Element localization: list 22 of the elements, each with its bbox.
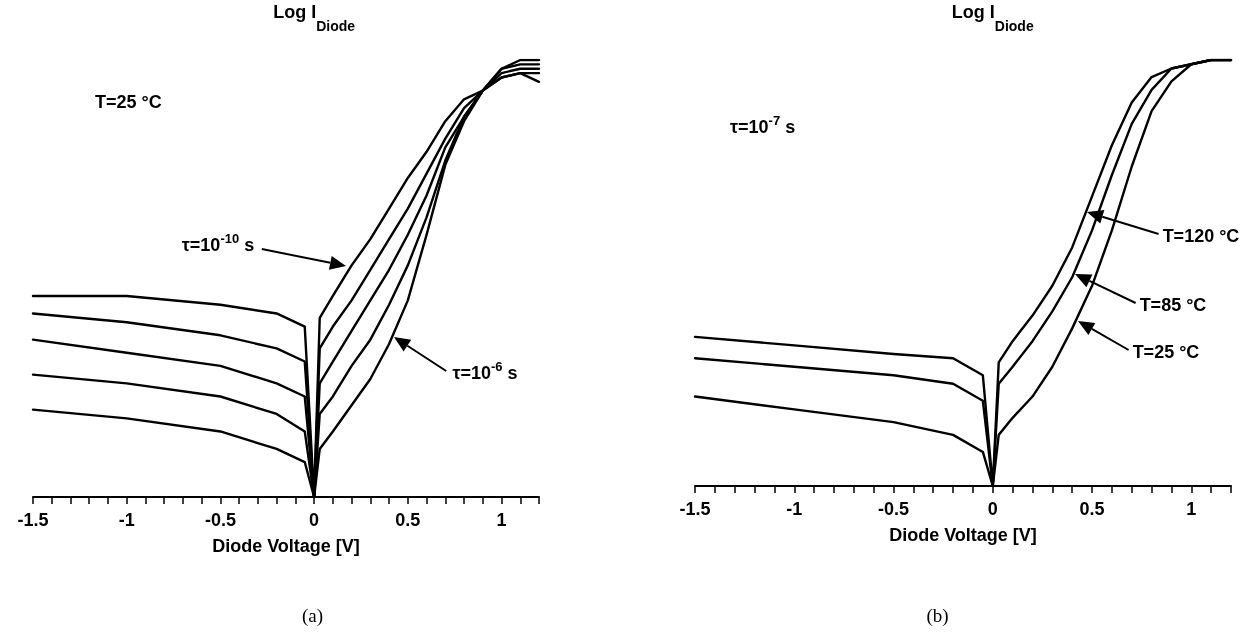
x-tick-label: -1 — [786, 499, 803, 519]
x-tick-label: 1 — [496, 510, 507, 530]
x-tick-label: -0.5 — [204, 510, 236, 530]
x-tick-label: -1.5 — [679, 499, 711, 519]
x-tick-label: 0.5 — [1079, 499, 1105, 519]
text: (b) — [926, 605, 949, 627]
text: (a) — [301, 605, 324, 627]
x-tick-label: -1 — [118, 510, 135, 530]
y-axis-title: Log IDiode — [273, 2, 356, 34]
x-tick-label: 0.5 — [395, 510, 421, 530]
annotation: T=120 °C — [1162, 226, 1240, 246]
x-tick-label: 1 — [1186, 499, 1197, 519]
x-tick-label: 0 — [309, 510, 320, 530]
y-axis-title: Log IDiode — [951, 2, 1034, 34]
x-axis-title: Diode Voltage [V] — [889, 525, 1037, 545]
x-axis-title: Diode Voltage [V] — [212, 536, 360, 556]
annotation: T=25 °C — [1132, 342, 1200, 362]
annotation: T=25 °C — [95, 92, 162, 112]
x-tick-label: 0 — [987, 499, 998, 519]
annotation: T=85 °C — [1139, 295, 1207, 315]
x-tick-label: -1.5 — [17, 510, 49, 530]
x-tick-label: -0.5 — [878, 499, 910, 519]
